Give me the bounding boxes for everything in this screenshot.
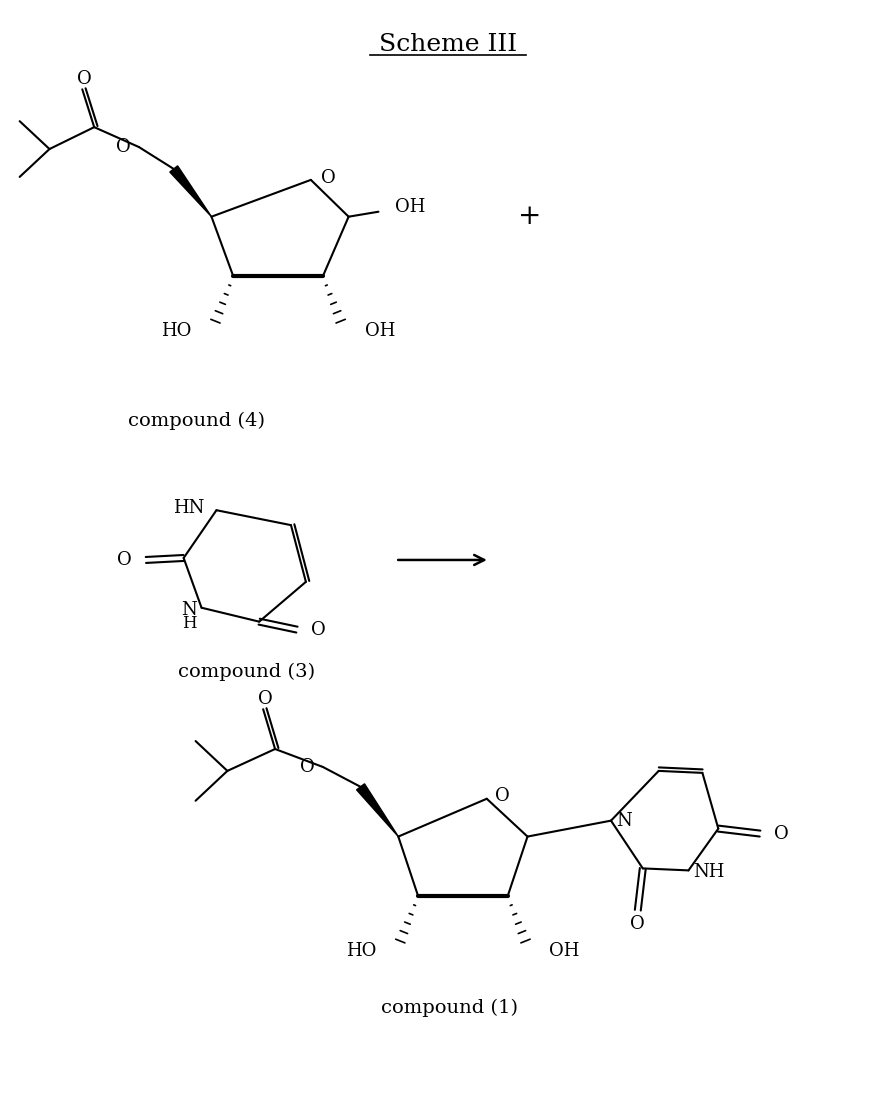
Text: O: O <box>495 787 510 804</box>
Text: O: O <box>300 758 314 776</box>
Text: compound (1): compound (1) <box>382 999 519 1017</box>
Text: O: O <box>117 551 132 569</box>
Text: HO: HO <box>161 323 192 340</box>
Text: H: H <box>182 615 196 632</box>
Text: O: O <box>77 71 91 88</box>
Text: NH: NH <box>694 863 725 882</box>
Text: HN: HN <box>173 499 204 517</box>
Text: O: O <box>774 824 788 843</box>
Text: O: O <box>631 915 645 933</box>
Text: OH: OH <box>395 198 426 215</box>
Text: O: O <box>116 138 131 156</box>
Text: N: N <box>181 601 196 619</box>
Text: O: O <box>321 169 335 187</box>
Text: compound (4): compound (4) <box>128 411 265 430</box>
Text: +: + <box>518 203 541 230</box>
Polygon shape <box>357 783 399 836</box>
Text: compound (3): compound (3) <box>177 662 314 681</box>
Text: HO: HO <box>346 941 376 960</box>
Text: N: N <box>616 812 632 830</box>
Text: OH: OH <box>365 323 395 340</box>
Polygon shape <box>170 166 211 217</box>
Text: OH: OH <box>549 941 580 960</box>
Text: Scheme III: Scheme III <box>379 33 517 55</box>
Text: O: O <box>311 621 325 639</box>
Text: O: O <box>258 691 272 708</box>
